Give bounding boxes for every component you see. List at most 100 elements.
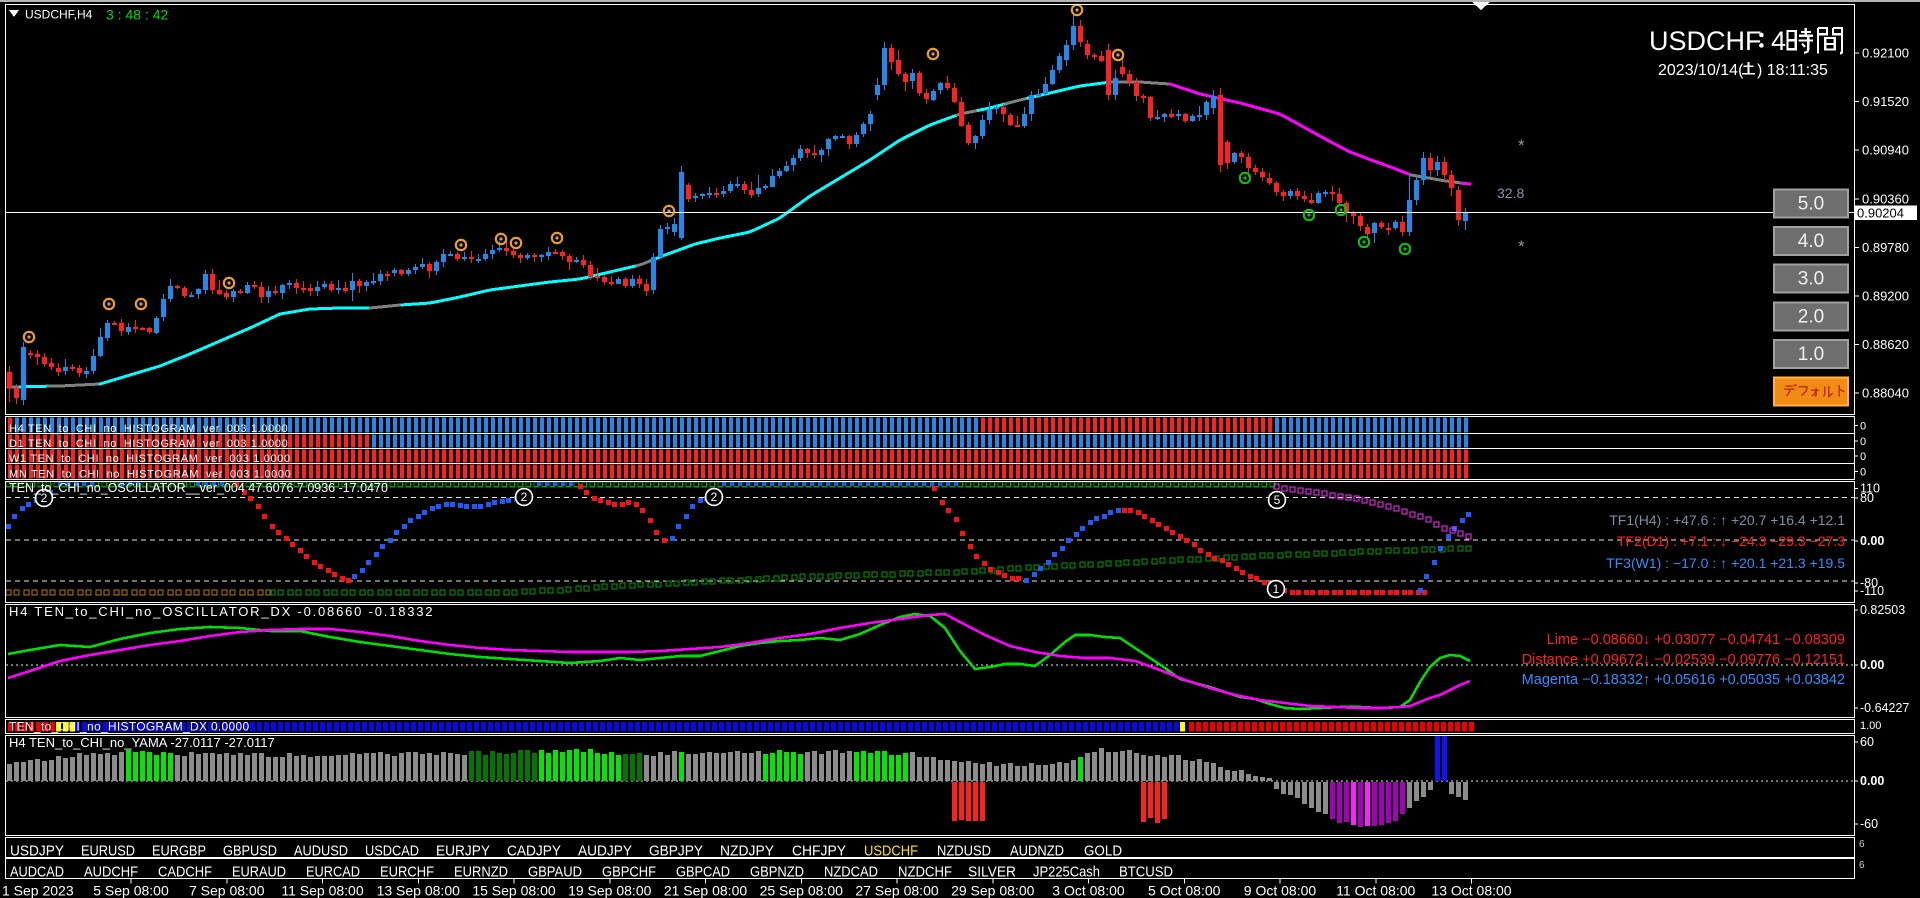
- svg-text:110: 110: [1860, 482, 1880, 496]
- svg-text:2: 2: [41, 491, 48, 505]
- svg-text:9 Oct 08:00: 9 Oct 08:00: [1244, 883, 1317, 898]
- svg-text:3 : 48 : 42: 3 : 48 : 42: [106, 7, 168, 23]
- svg-text:5: 5: [1274, 493, 1281, 507]
- svg-text:2: 2: [711, 490, 718, 504]
- svg-text:W1 TEN_to_CHI_no_HISTOGRAM_ver: W1 TEN_to_CHI_no_HISTOGRAM_ver_003 1.000…: [9, 453, 291, 465]
- svg-text:0.92100: 0.92100: [1862, 46, 1909, 61]
- svg-text:NZDCHF: NZDCHF: [898, 865, 952, 881]
- svg-text:H4 TEN_to_CHI_no_OSCILLATOR_DX: H4 TEN_to_CHI_no_OSCILLATOR_DX -0.08660 …: [9, 604, 434, 619]
- svg-text:7 Sep 08:00: 7 Sep 08:00: [189, 883, 265, 898]
- svg-text:H4 TEN_to_CHI_no_HISTOGRAM_ver: H4 TEN_to_CHI_no_HISTOGRAM_ver_003 1.000…: [9, 423, 288, 435]
- svg-text:1: 1: [1273, 582, 1280, 596]
- svg-text:0.00: 0.00: [1860, 774, 1884, 788]
- svg-text:0.89200: 0.89200: [1862, 289, 1909, 304]
- svg-text:) 18:11:35: ) 18:11:35: [1757, 62, 1828, 79]
- svg-text:0.00: 0.00: [1860, 658, 1884, 672]
- svg-text:6: 6: [1859, 839, 1865, 850]
- svg-text:4: 4: [1771, 26, 1786, 56]
- svg-text:GOLD: GOLD: [1084, 844, 1122, 860]
- svg-text:6: 6: [1859, 860, 1865, 871]
- svg-text:CHFJPY: CHFJPY: [792, 844, 846, 860]
- svg-text:80: 80: [1860, 491, 1874, 505]
- svg-text:0.00: 0.00: [1860, 534, 1884, 548]
- svg-text:13 Oct 08:00: 13 Oct 08:00: [1431, 883, 1511, 898]
- svg-text:CADCHF: CADCHF: [158, 865, 212, 881]
- svg-text:0.89780: 0.89780: [1862, 240, 1909, 255]
- svg-text:1 Sep 2023: 1 Sep 2023: [2, 883, 74, 898]
- svg-text:1.00: 1.00: [1860, 720, 1881, 732]
- svg-text:USDCHF: USDCHF: [864, 844, 918, 860]
- svg-text:EURAUD: EURAUD: [232, 865, 286, 881]
- svg-text:USDCAD: USDCAD: [365, 844, 419, 860]
- svg-text:21 Sep 08:00: 21 Sep 08:00: [664, 883, 748, 898]
- svg-text:TF2(D1) : +7.1 : ↓ −24.3 −29: TF2(D1) : +7.1 : ↓ −24.3 −29.3 −27.3: [1617, 533, 1845, 549]
- svg-text:0.90204: 0.90204: [1857, 206, 1904, 221]
- svg-text:0.91520: 0.91520: [1862, 94, 1909, 109]
- svg-text:GBPNZD: GBPNZD: [750, 865, 804, 881]
- svg-text:-0.64227: -0.64227: [1860, 701, 1909, 715]
- svg-text:Lime −0.08660↓ +0.03077 −0.0: Lime −0.08660↓ +0.03077 −0.04741 −0.0830…: [1547, 632, 1845, 648]
- svg-text:GBPCAD: GBPCAD: [676, 865, 730, 881]
- svg-text:19 Sep 08:00: 19 Sep 08:00: [568, 883, 652, 898]
- svg-text:GBPCHF: GBPCHF: [602, 865, 656, 881]
- svg-text:TEN_to_CHI_no_HISTOGRAM_DX 0.0: TEN_to_CHI_no_HISTOGRAM_DX 0.0000: [9, 720, 249, 734]
- svg-text:Distance +0.09672↓ −0.02539: Distance +0.09672↓ −0.02539 −0.09776 −0.…: [1522, 652, 1845, 668]
- svg-text:2.0: 2.0: [1798, 306, 1824, 327]
- svg-text:TF1(H4) : +47.6 : ↑ +20.7 +1: TF1(H4) : +47.6 : ↑ +20.7 +16.4 +12.1: [1609, 512, 1845, 528]
- svg-text:TEN_to_CHI_no_OSCILLATOR__ver_: TEN_to_CHI_no_OSCILLATOR__ver_004 47.607…: [9, 481, 388, 495]
- svg-text:EURJPY: EURJPY: [436, 844, 490, 860]
- svg-text:CADJPY: CADJPY: [507, 844, 561, 860]
- svg-text:AUDCAD: AUDCAD: [10, 865, 64, 881]
- svg-text:MN TEN_to_CHI_no_HISTOGRAM_ver: MN TEN_to_CHI_no_HISTOGRAM_ver_003 1.000…: [9, 469, 291, 481]
- svg-text:D1 TEN_to_CHI_no_HISTOGRAM_ver: D1 TEN_to_CHI_no_HISTOGRAM_ver_003 1.000…: [9, 438, 288, 450]
- svg-text:AUDNZD: AUDNZD: [1010, 844, 1064, 860]
- svg-text:EURCHF: EURCHF: [380, 865, 434, 881]
- svg-text:AUDCHF: AUDCHF: [84, 865, 138, 881]
- svg-text:1.0: 1.0: [1798, 344, 1824, 365]
- svg-text:-80: -80: [1860, 576, 1878, 590]
- svg-text:AUDJPY: AUDJPY: [578, 844, 632, 860]
- svg-text:0.88040: 0.88040: [1862, 386, 1909, 401]
- svg-text:29 Sep 08:00: 29 Sep 08:00: [951, 883, 1035, 898]
- svg-text:0: 0: [1860, 467, 1866, 479]
- svg-text:2: 2: [521, 490, 528, 504]
- svg-text:USDCHF,H4: USDCHF,H4: [25, 8, 93, 22]
- svg-text:SILVER: SILVER: [968, 865, 1016, 881]
- svg-text:0.88620: 0.88620: [1862, 337, 1909, 352]
- svg-text:3 Oct 08:00: 3 Oct 08:00: [1052, 883, 1125, 898]
- svg-text:25 Sep 08:00: 25 Sep 08:00: [760, 883, 844, 898]
- svg-text:11 Oct 08:00: 11 Oct 08:00: [1336, 883, 1415, 898]
- svg-text:-110: -110: [1860, 584, 1884, 598]
- svg-text:*: *: [1518, 237, 1525, 256]
- svg-text:11 Sep 08:00: 11 Sep 08:00: [281, 883, 363, 898]
- svg-text:0.82503: 0.82503: [1860, 603, 1905, 617]
- svg-text:NZDUSD: NZDUSD: [937, 844, 991, 860]
- svg-text:GBPUSD: GBPUSD: [223, 844, 277, 860]
- svg-text:BTCUSD: BTCUSD: [1119, 865, 1173, 881]
- svg-text:32.8: 32.8: [1497, 185, 1524, 201]
- svg-text:EURUSD: EURUSD: [81, 844, 135, 860]
- svg-text:TF3(W1) : −17.0 : ↑ +20.1 +2: TF3(W1) : −17.0 : ↑ +20.1 +21.3 +19.5: [1606, 555, 1845, 571]
- svg-text:EURCAD: EURCAD: [306, 865, 360, 881]
- svg-text:NZDJPY: NZDJPY: [720, 844, 774, 860]
- svg-text:Magenta −0.18332↑ +0.05616 +: Magenta −0.18332↑ +0.05616 +0.05035 +0.0…: [1522, 672, 1845, 688]
- svg-text:13 Sep 08:00: 13 Sep 08:00: [377, 883, 461, 898]
- svg-text:4.0: 4.0: [1798, 231, 1824, 252]
- svg-text:60: 60: [1860, 735, 1874, 749]
- svg-text:0: 0: [1860, 451, 1866, 463]
- svg-text:NZDCAD: NZDCAD: [824, 865, 878, 881]
- svg-text:15 Sep 08:00: 15 Sep 08:00: [472, 883, 556, 898]
- svg-text:-60: -60: [1860, 817, 1878, 831]
- svg-text:0.90360: 0.90360: [1862, 191, 1909, 206]
- svg-text:2023/10/14(: 2023/10/14(: [1658, 62, 1744, 79]
- svg-text:JP225Cash: JP225Cash: [1033, 865, 1100, 881]
- svg-text:3.0: 3.0: [1798, 269, 1824, 290]
- svg-text:GBPJPY: GBPJPY: [649, 844, 703, 860]
- svg-text:H4 TEN_to_CHI_no_YAMA -27.01: H4 TEN_to_CHI_no_YAMA -27.0117 -27.0117: [9, 735, 275, 750]
- svg-text:5 Sep 08:00: 5 Sep 08:00: [93, 883, 169, 898]
- svg-text:GBPAUD: GBPAUD: [528, 865, 582, 881]
- svg-text:0: 0: [1860, 421, 1866, 433]
- svg-text:5 Oct 08:00: 5 Oct 08:00: [1148, 883, 1221, 898]
- svg-text:0.90940: 0.90940: [1862, 143, 1909, 158]
- svg-text:27 Sep 08:00: 27 Sep 08:00: [855, 883, 939, 898]
